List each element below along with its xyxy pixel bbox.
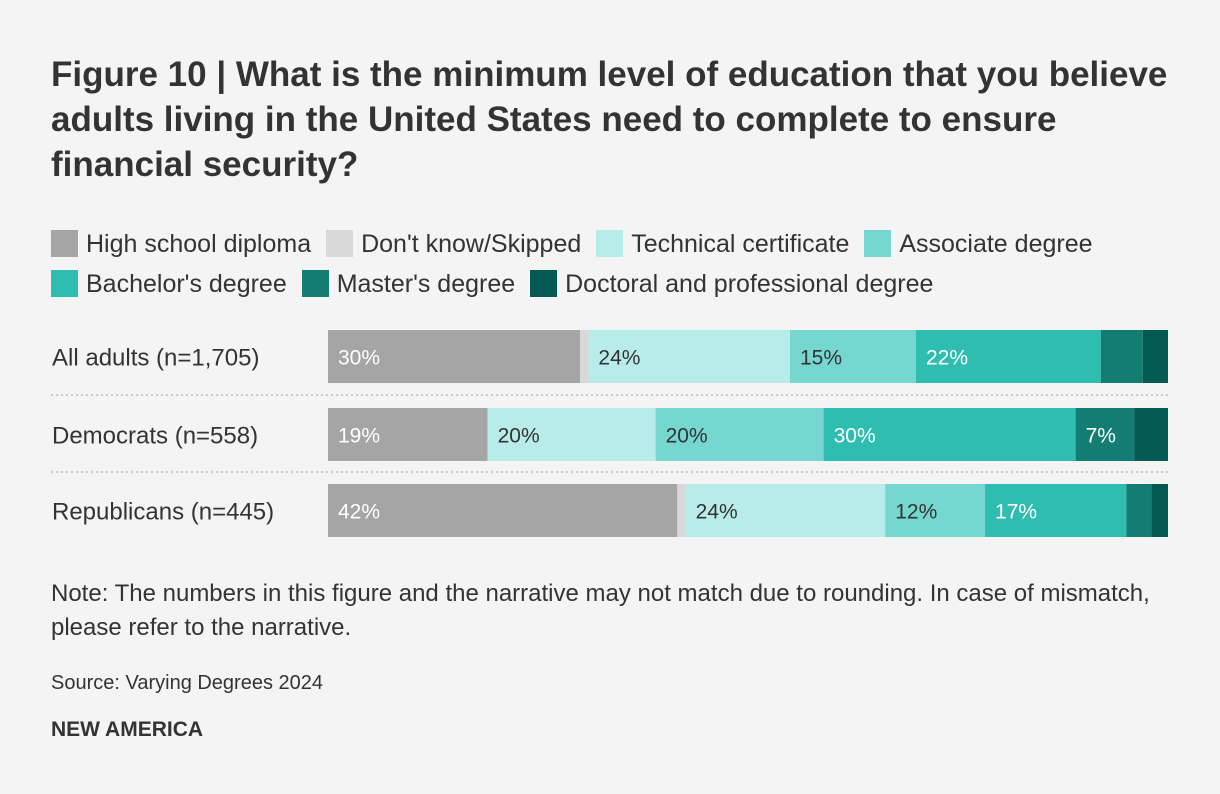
data-label: 19% [338,425,380,448]
legend-label-doctoral: Doctoral and professional degree [565,270,934,298]
bar-segment [885,484,986,537]
row-label: Democrats (n=558) [52,423,258,450]
bar-segment [985,484,1127,537]
bar-segment [790,330,916,383]
data-label: 17% [995,501,1037,524]
data-label: 30% [338,347,380,370]
legend-label-technical: Technical certificate [631,230,850,258]
data-label: 12% [895,501,937,524]
row-label: Republicans (n=445) [52,499,274,526]
data-label: 42% [338,501,380,524]
legend-swatch-master [301,270,329,297]
bar-segment [328,330,580,383]
bar-segment [1151,484,1168,537]
legend-item-technical: Technical certificate [596,230,856,258]
brand-logo: NEW AMERICA [51,718,204,741]
bar-segment [1075,408,1135,461]
legend-item-high-school: High school diploma [51,230,318,258]
bar-segment [588,330,790,383]
legend-swatch-high-school [51,230,78,257]
bar-segment [655,408,824,461]
data-label: 30% [834,425,876,448]
legend-label-master: Master's degree [336,270,516,298]
legend-swatch-technical [596,230,624,257]
legend-item-dont-know: Don't know/Skipped [326,230,588,258]
bar-segment [823,408,1076,461]
bar-segment [328,408,488,461]
legend-label-dont-know: Don't know/Skipped [361,230,582,258]
chart-note: Note: The numbers in this figure and the… [51,580,1150,641]
legend-swatch-doctoral [530,270,558,297]
bar-segment [685,484,886,537]
data-label: 20% [666,425,708,448]
bar-segment [1142,330,1168,383]
bar-segment [328,484,678,537]
legend-label-high-school: High school diploma [86,230,312,258]
legend-label-associate: Associate degree [899,230,1093,258]
bar-segment [1126,484,1152,537]
chart-legend: High school diploma Don't know/Skipped T… [51,224,1171,304]
legend-item-bachelor: Bachelor's degree [51,270,294,298]
legend-swatch-associate [864,230,892,257]
legend-item-doctoral: Doctoral and professional degree [530,270,933,298]
legend-swatch-dont-know [326,230,354,257]
data-label: 7% [1086,425,1116,448]
data-label: 15% [800,347,842,370]
bar-segment [1134,408,1168,461]
chart-source: Source: Varying Degrees 2024 [51,672,324,694]
chart-title: Figure 10 | What is the minimum level of… [51,55,1168,184]
legend-item-master: Master's degree [301,270,522,298]
legend-label-bachelor: Bachelor's degree [86,270,287,298]
legend-item-associate: Associate degree [864,230,1093,258]
row-label: All adults (n=1,705) [52,345,259,372]
stacked-bar-chart: All adults (n=1,705) 30% 24% 15% 22% Democrat… [51,330,1168,537]
legend-swatch-bachelor [51,270,78,297]
bar-segment [580,330,589,383]
bar-segment [487,408,656,461]
bar-segment [916,330,1101,383]
data-label: 24% [598,347,640,370]
bar-segment [1100,330,1143,383]
bar-segment [677,484,686,537]
data-label: 22% [926,347,968,370]
data-label: 20% [498,425,540,448]
data-label: 24% [696,501,738,524]
